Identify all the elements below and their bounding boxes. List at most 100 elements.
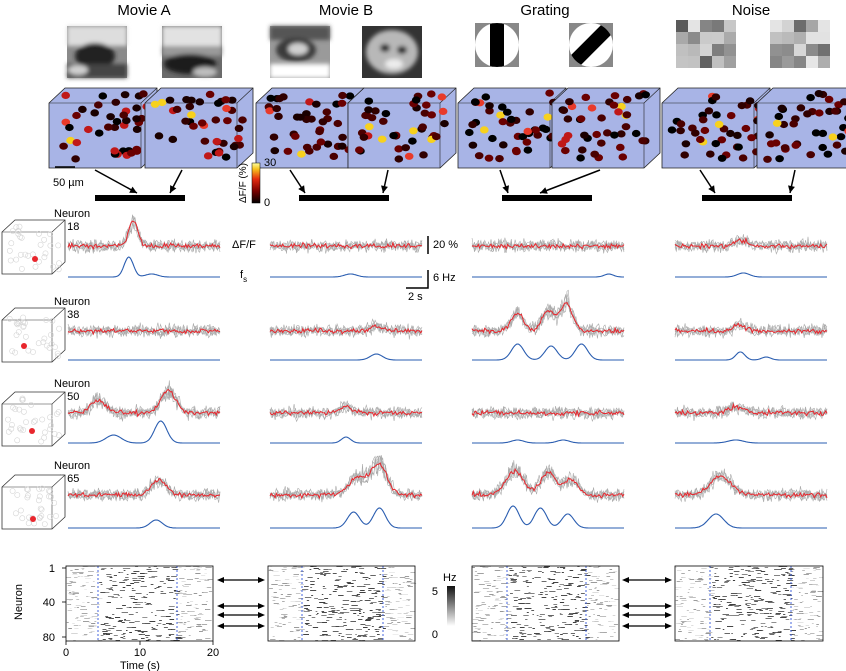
raster-event <box>481 618 485 619</box>
raster-event <box>207 579 213 580</box>
raster-event <box>394 609 398 610</box>
raster-event <box>734 606 740 607</box>
raster-event <box>720 618 727 619</box>
neuron-cell <box>815 109 824 117</box>
raster-event <box>715 628 721 629</box>
raster-event <box>532 614 534 615</box>
noise-pixel <box>712 44 724 56</box>
location-cube-cell <box>43 317 49 323</box>
raster-event <box>306 620 310 621</box>
raster-event <box>509 568 513 569</box>
raster-event <box>78 625 81 626</box>
raster-event <box>67 585 72 586</box>
raster-event <box>272 600 276 601</box>
raster-event <box>336 619 342 620</box>
raster-event <box>813 615 817 616</box>
raster-event <box>73 640 76 641</box>
neuron-cell <box>227 96 237 104</box>
location-cube-edge <box>51 307 66 321</box>
raster-event <box>283 615 286 616</box>
raster-event <box>817 601 821 602</box>
neuron-cell <box>796 104 806 112</box>
raster-event <box>282 583 289 584</box>
raster-event <box>759 610 763 611</box>
raster-event <box>319 602 326 603</box>
raster-event <box>205 567 212 568</box>
cube-edge <box>753 87 771 104</box>
raster-event <box>202 629 206 630</box>
neuron-cube <box>457 87 567 169</box>
raster-event <box>745 603 752 604</box>
raster-event <box>102 629 107 630</box>
raster-event <box>771 587 778 588</box>
raster-event <box>502 577 508 578</box>
raster-event <box>597 637 599 638</box>
raster-event <box>184 631 186 632</box>
raster-event <box>363 584 371 585</box>
raster-event <box>193 566 200 567</box>
raster-event <box>335 626 341 627</box>
noise-pixel <box>818 56 830 68</box>
raster-event <box>410 583 417 584</box>
raster-event <box>345 569 349 570</box>
raster-event <box>581 619 588 620</box>
raster-event <box>595 639 598 640</box>
raster-event <box>609 626 613 627</box>
raster-event <box>132 602 139 603</box>
raster-event <box>771 622 777 623</box>
raster-event <box>707 629 710 630</box>
raster-event <box>80 606 86 607</box>
raster-event <box>296 619 303 620</box>
neuron-cell <box>323 140 333 148</box>
raster-event <box>761 637 768 638</box>
raster-event <box>113 575 117 576</box>
neuron-cell <box>302 110 311 118</box>
raster-event <box>761 623 765 624</box>
raster-event <box>808 627 810 628</box>
raster-event <box>690 583 696 584</box>
location-cube-cell <box>6 247 13 254</box>
raster-event <box>579 617 582 618</box>
neuron-cell <box>712 111 721 119</box>
raster-event <box>717 639 719 640</box>
raster-event <box>360 573 365 574</box>
neuron-cell <box>696 135 705 144</box>
neuron-cell <box>737 102 747 110</box>
raster-event <box>105 617 112 618</box>
raster-event <box>490 608 496 609</box>
raster-event <box>697 579 704 580</box>
raster-event <box>355 634 357 635</box>
raster-event <box>567 616 573 617</box>
raster-event <box>746 612 753 613</box>
raster-event <box>709 586 713 587</box>
raster-event <box>544 588 547 589</box>
location-cube-cell <box>54 350 61 357</box>
raster-event <box>407 585 411 586</box>
trial-trace <box>67 324 221 339</box>
raster-event <box>816 635 823 636</box>
raster-event <box>544 566 550 567</box>
raster-event <box>132 580 136 581</box>
raster-event <box>593 567 600 568</box>
raster-event <box>483 638 488 639</box>
neuron-cell <box>283 147 293 155</box>
raster-event <box>708 566 711 567</box>
raster-event <box>75 605 82 606</box>
raster-event <box>575 608 577 609</box>
arrow-head <box>298 185 305 193</box>
neuron-cell <box>563 115 573 123</box>
raster-event <box>176 591 181 592</box>
raster-event <box>522 576 527 577</box>
raster-event <box>279 585 284 586</box>
neuron-cell <box>172 105 182 113</box>
raster-event <box>169 619 175 620</box>
raster-event <box>795 609 798 610</box>
raster-event <box>186 605 192 606</box>
location-cube-cell <box>16 406 23 413</box>
raster-event <box>497 576 501 577</box>
raster-event <box>568 583 574 584</box>
raster-event <box>325 635 331 636</box>
location-cube-cell <box>47 414 53 421</box>
neuron-cell <box>427 111 437 119</box>
raster-event <box>554 633 559 634</box>
